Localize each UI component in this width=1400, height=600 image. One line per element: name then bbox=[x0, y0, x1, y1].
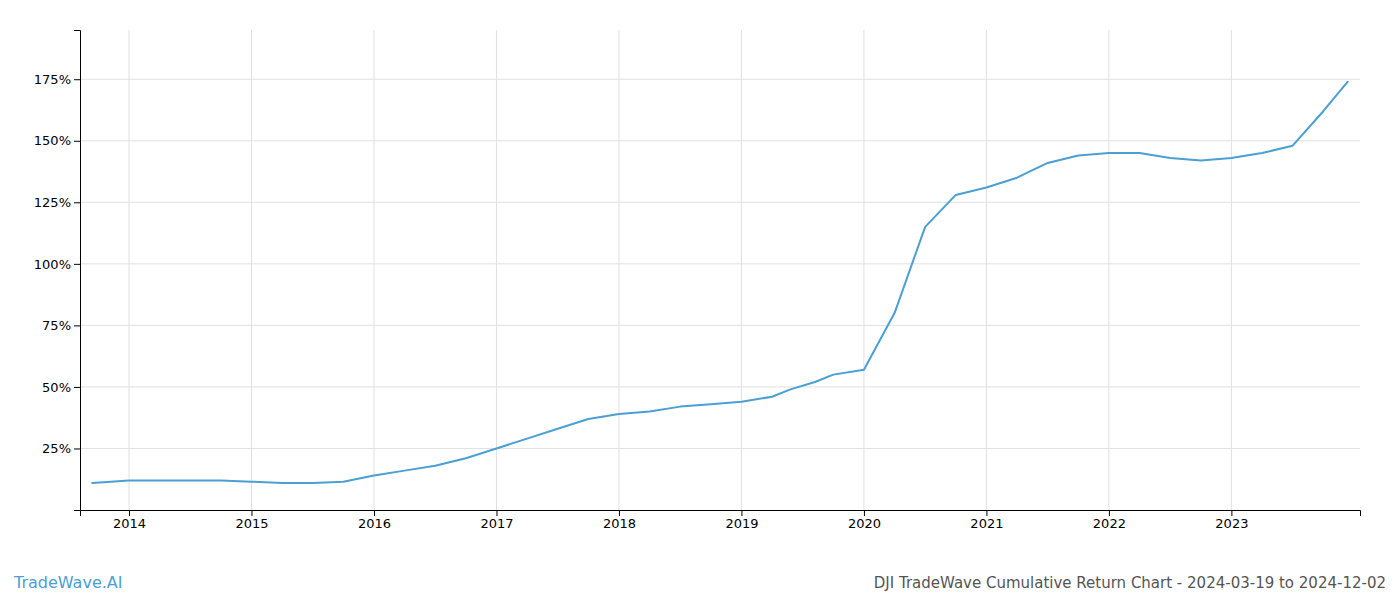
tick-label: 2022 bbox=[1093, 516, 1126, 531]
plot-area: 2014 2015 2016 2017 2018 2019 2020 2021 2022 2023… bbox=[34, 30, 1361, 531]
tick-label: 175% bbox=[34, 72, 71, 87]
tick: 25% bbox=[42, 441, 80, 456]
tick: 2020 bbox=[848, 510, 881, 531]
tick-mark bbox=[74, 325, 80, 326]
tick-label: 2016 bbox=[358, 516, 391, 531]
tick-label: 2020 bbox=[848, 516, 881, 531]
tick: 2014 bbox=[113, 510, 146, 531]
grid-line bbox=[618, 30, 619, 510]
tick: 2023 bbox=[1215, 510, 1248, 531]
tick: 125% bbox=[34, 195, 80, 210]
tick-label: 2014 bbox=[113, 516, 146, 531]
tick-mark bbox=[74, 202, 80, 203]
tick-mark bbox=[374, 510, 375, 516]
marks bbox=[92, 82, 1348, 483]
tick-label: 2021 bbox=[970, 516, 1003, 531]
tick-label: 125% bbox=[34, 195, 71, 210]
tick-mark bbox=[864, 510, 865, 516]
tick: 50% bbox=[42, 380, 80, 395]
grid bbox=[80, 30, 1360, 510]
tick: 2015 bbox=[235, 510, 268, 531]
tick-mark bbox=[74, 79, 80, 80]
tick: 2018 bbox=[603, 510, 636, 531]
axis-line bbox=[74, 31, 81, 511]
tick-mark bbox=[1109, 510, 1110, 516]
tick-label: 2015 bbox=[235, 516, 268, 531]
tick-label: 25% bbox=[42, 441, 71, 456]
axis-line bbox=[81, 511, 1361, 517]
grid-line bbox=[1108, 30, 1109, 510]
tick: 2019 bbox=[725, 510, 758, 531]
grid-line bbox=[80, 202, 1360, 203]
tick-mark bbox=[496, 510, 497, 516]
tick-label: 75% bbox=[42, 318, 71, 333]
grid-line bbox=[373, 30, 374, 510]
tick: 2017 bbox=[480, 510, 513, 531]
tick: 150% bbox=[34, 133, 80, 148]
tick: 2022 bbox=[1093, 510, 1126, 531]
tick-mark bbox=[741, 510, 742, 516]
tick-label: 2017 bbox=[480, 516, 513, 531]
line bbox=[92, 82, 1348, 483]
grid-line bbox=[251, 30, 252, 510]
grid-line bbox=[80, 325, 1360, 326]
tick-mark bbox=[251, 510, 252, 516]
tick-label: 2019 bbox=[725, 516, 758, 531]
tick-label: 2018 bbox=[603, 516, 636, 531]
watermark: TradeWave.AI bbox=[13, 573, 122, 592]
tick: 2016 bbox=[358, 510, 391, 531]
tick-mark bbox=[986, 510, 987, 516]
grid-line bbox=[986, 30, 987, 510]
tick-mark bbox=[1231, 510, 1232, 516]
tick-mark bbox=[74, 264, 80, 265]
grid-line bbox=[741, 30, 742, 510]
tick-label: 2023 bbox=[1215, 516, 1248, 531]
tick-mark bbox=[74, 141, 80, 142]
tick-mark bbox=[74, 448, 80, 449]
tick-label: 150% bbox=[34, 133, 71, 148]
tick: 75% bbox=[42, 318, 80, 333]
grid-line bbox=[80, 79, 1360, 80]
tick: 2021 bbox=[970, 510, 1003, 531]
y-axis: 25% 50% 75% 100% 125% 150% 175% bbox=[34, 31, 81, 511]
grid-line bbox=[80, 140, 1360, 141]
grid-line bbox=[863, 30, 864, 510]
grid-line bbox=[80, 386, 1360, 387]
grid-line bbox=[496, 30, 497, 510]
grid-line bbox=[80, 448, 1360, 449]
tick: 100% bbox=[34, 257, 80, 272]
grid-line bbox=[128, 30, 129, 510]
tick-mark bbox=[74, 387, 80, 388]
grid-line bbox=[1231, 30, 1232, 510]
x-axis: 2014 2015 2016 2017 2018 2019 2020 2021 2022 2023 bbox=[81, 510, 1361, 531]
tick-label: 100% bbox=[34, 257, 71, 272]
tick-label: 50% bbox=[42, 380, 71, 395]
tick-mark bbox=[619, 510, 620, 516]
title: DJI TradeWave Cumulative Return Chart - … bbox=[874, 574, 1386, 592]
grid-line bbox=[80, 263, 1360, 264]
chart: 2014 2015 2016 2017 2018 2019 2020 2021 2022 2023… bbox=[0, 0, 1400, 600]
tick-mark bbox=[129, 510, 130, 516]
tick: 175% bbox=[34, 72, 80, 87]
